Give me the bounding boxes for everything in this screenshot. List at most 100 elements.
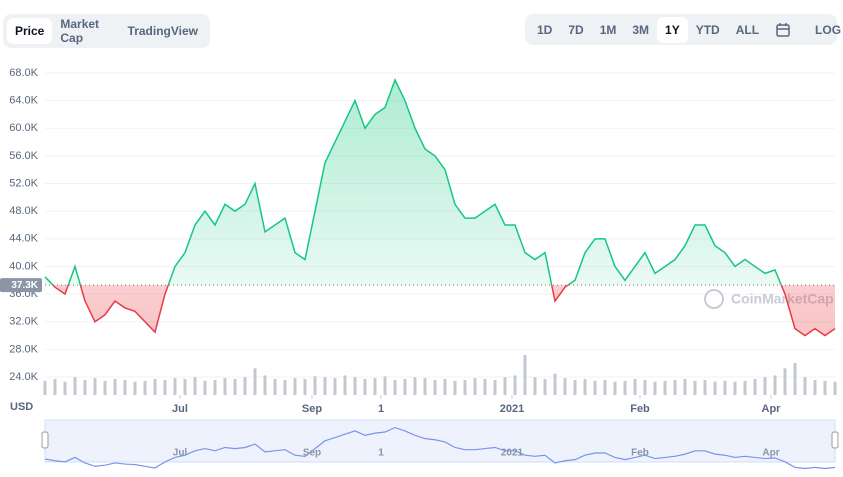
volume-bar <box>293 378 297 395</box>
volume-bar <box>713 381 717 395</box>
volume-bar <box>833 381 837 395</box>
volume-bar <box>643 379 647 395</box>
volume-bar <box>533 377 537 395</box>
volume-bar <box>223 378 227 395</box>
button[interactable]: TradingView <box>127 24 198 38</box>
volume-bar <box>743 380 747 395</box>
volume-bar <box>573 379 577 395</box>
volume-bar <box>303 379 307 395</box>
volume-bar <box>453 380 457 395</box>
y-tick-label: 24.0K <box>9 371 38 383</box>
range-group: 1D 7D 1M 3M 1Y YTD ALL LOG <box>525 14 841 45</box>
volume-bar <box>663 380 667 395</box>
volume-bar <box>273 379 277 395</box>
volume-bar <box>783 368 787 395</box>
y-tick-label: 40.0K <box>9 260 38 272</box>
volume-bar <box>313 376 317 395</box>
navigator-handle <box>831 431 839 449</box>
y-tick-label: 56.0K <box>9 150 38 162</box>
y-tick-label: 32.0K <box>9 316 38 328</box>
volume-bar <box>493 379 497 395</box>
volume-bar <box>583 379 587 395</box>
volume-bar <box>793 363 797 395</box>
volume-bar <box>143 380 147 395</box>
volume-bar <box>413 377 417 395</box>
volume-bar <box>483 379 487 395</box>
volume-bar <box>203 380 207 395</box>
button[interactable]: 3M <box>632 22 650 37</box>
volume-bar <box>733 381 737 395</box>
volume-bar <box>633 379 637 395</box>
volume-bar <box>123 379 127 395</box>
volume-bar <box>183 379 187 395</box>
x-tick-label: Feb <box>630 403 650 415</box>
log-button[interactable]: LOG <box>815 22 842 37</box>
area-up <box>45 79 782 286</box>
volume-bar <box>373 378 377 395</box>
button[interactable]: 7D <box>568 22 584 37</box>
y-tick-label: 68.0K <box>9 67 38 79</box>
volume-bar <box>653 381 657 395</box>
volume-bar <box>693 380 697 395</box>
volume-bar <box>803 377 807 395</box>
volume-bar <box>563 378 567 395</box>
volume-bar <box>423 378 427 395</box>
button[interactable]: 1D <box>537 22 553 37</box>
volume-bar <box>93 378 97 395</box>
volume-bar <box>503 377 507 395</box>
volume-bar <box>333 378 337 395</box>
volume-bar <box>133 381 137 395</box>
navigator-label: Jul <box>173 448 188 459</box>
button[interactable]: Market Cap <box>60 17 100 45</box>
navigator-line <box>44 426 836 470</box>
volume-bar <box>363 379 367 395</box>
volume-bar <box>343 375 347 395</box>
volume-bar <box>253 368 257 395</box>
volume-bar <box>153 379 157 395</box>
volume-bar <box>393 379 397 395</box>
volume-bar <box>683 379 687 395</box>
volume-bar <box>403 379 407 395</box>
calendar-icon <box>776 22 790 37</box>
volume-bar <box>103 380 107 395</box>
navigator-label: 1 <box>378 448 384 459</box>
currency-label: USD <box>10 401 33 413</box>
y-tick-label: 28.0K <box>9 343 38 355</box>
volume-bar <box>233 379 237 395</box>
x-tick-label: Apr <box>762 403 782 415</box>
volume-bar <box>763 377 767 395</box>
baseline-label: 37.3K <box>11 280 38 291</box>
x-tick-label: 1 <box>378 403 384 415</box>
navigator-label: 2021 <box>501 448 524 459</box>
y-tick-label: 52.0K <box>9 177 38 189</box>
volume-bar <box>323 377 327 395</box>
volume-bar <box>53 379 57 395</box>
volume-bar <box>623 380 627 395</box>
button[interactable]: 1M <box>599 22 617 37</box>
volume-bar <box>283 379 287 395</box>
button[interactable]: YTD <box>695 22 720 37</box>
calendar-button[interactable] <box>767 22 799 38</box>
volume-bar <box>433 379 437 395</box>
volume-bar <box>213 379 217 395</box>
navigator-handle <box>41 431 49 449</box>
volume-bar <box>383 376 387 395</box>
volume-bar <box>753 379 757 395</box>
volume-bar <box>43 380 47 395</box>
volume-bar <box>113 379 117 395</box>
button[interactable]: Price <box>7 18 53 44</box>
x-tick-label: 2021 <box>500 403 524 415</box>
area-down <box>45 285 835 336</box>
volume-bar <box>163 379 167 395</box>
volume-bar <box>723 380 727 395</box>
watermark: CoinMarketCap <box>731 291 834 307</box>
volume-bar <box>173 378 177 395</box>
button[interactable]: ALL <box>735 22 760 37</box>
volume-bar <box>263 375 267 395</box>
volume-bar <box>593 380 597 395</box>
volume-bar <box>823 380 827 395</box>
button[interactable]: 1Y <box>657 16 688 43</box>
volume-bar <box>603 379 607 395</box>
volume-bar <box>813 379 817 395</box>
